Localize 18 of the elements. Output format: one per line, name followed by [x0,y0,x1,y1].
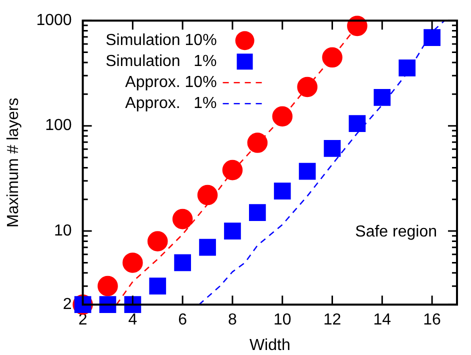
x-tick-label: 12 [323,312,342,329]
y-tick-label: 10 [54,222,72,240]
y-tick-label: 2 [62,296,72,314]
y-tick-label: 1000 [36,12,72,30]
legend-label: Simulation 10% [106,32,217,50]
annotation: Safe region [355,224,437,241]
x-tick-label: 4 [128,312,138,329]
y-axis-title: Maximum # layers [5,98,22,228]
x-tick-label: 14 [373,312,392,329]
y-tick-label: 100 [45,117,72,134]
legend-label: Approx. 10% [125,74,217,92]
x-tick-label: 10 [273,312,292,329]
legend-label: Approx. 1% [125,95,217,112]
x-tick-label: 6 [178,312,188,329]
x-tick-label: 16 [423,312,442,329]
x-axis-title: Width [249,336,290,354]
legend-label: Simulation 1% [106,53,217,70]
x-tick-label: 8 [228,312,238,329]
